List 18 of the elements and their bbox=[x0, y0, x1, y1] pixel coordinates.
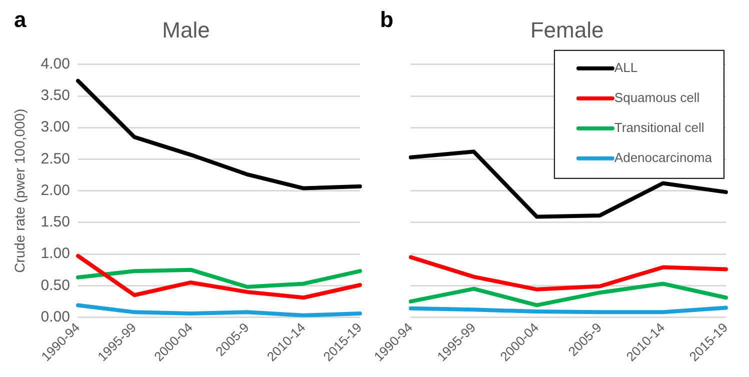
chart-title: Female bbox=[530, 17, 604, 42]
y-tick-label: 2.00 bbox=[40, 182, 70, 199]
y-tick-label: 0.50 bbox=[40, 276, 70, 294]
chart-title: Male bbox=[162, 17, 210, 42]
y-axis-title: Crude rate (pwer 100,000) bbox=[11, 108, 28, 273]
legend-label: ALL bbox=[614, 60, 638, 75]
text: a bbox=[14, 7, 27, 32]
text: b bbox=[380, 7, 394, 32]
y-tick-label: 3.00 bbox=[40, 118, 70, 136]
y-tick-label: 0.00 bbox=[40, 308, 70, 326]
y-tick-label: 3.50 bbox=[40, 87, 70, 104]
legend-label: Squamous cell bbox=[614, 90, 700, 105]
legend-label: Transitional cell bbox=[614, 120, 704, 135]
y-tick-label: 1.50 bbox=[40, 214, 70, 231]
y-tick-label: 2.50 bbox=[40, 150, 70, 168]
y-tick-label: 1.00 bbox=[40, 245, 70, 262]
y-tick-label: 4.00 bbox=[40, 56, 70, 73]
legend-label: Adenocarcinoma bbox=[614, 150, 713, 165]
